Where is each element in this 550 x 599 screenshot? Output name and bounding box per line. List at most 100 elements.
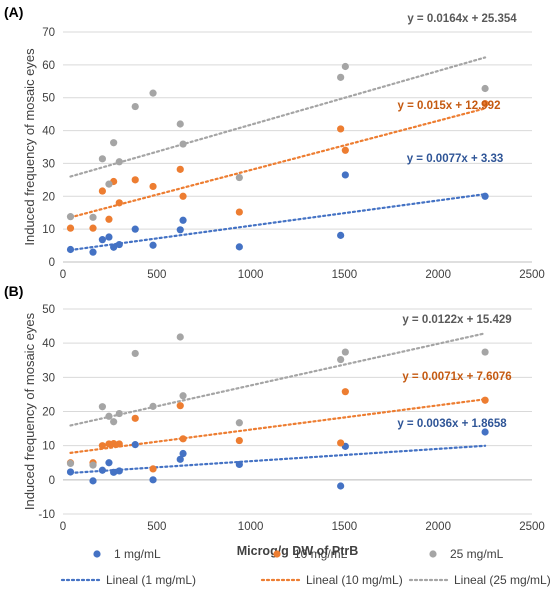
data-point [337,231,345,239]
trendline-equation: y = 0.0071x + 7.6076 [402,371,511,383]
y-tick-label: 20 [42,407,55,419]
data-point [66,468,75,476]
y-tick-label: 40 [42,338,55,350]
x-tick-label: 1000 [238,269,264,281]
y-tick-label: 10 [42,224,55,236]
data-point [105,180,113,188]
x-tick-label: 1000 [238,521,264,533]
data-point [149,89,157,97]
trendline [69,332,487,427]
y-tick-label: 70 [42,27,55,39]
y-tick-label: 40 [42,126,55,138]
data-point [235,243,243,251]
data-point [89,248,97,256]
x-tick-label: 2500 [519,269,545,281]
data-point [131,349,139,358]
y-tick-label: 50 [42,304,55,316]
y-tick-label: 50 [42,93,55,105]
trendline [69,193,487,252]
data-point [149,182,157,191]
data-point [131,102,139,111]
data-point [98,403,106,411]
data-point [105,215,113,223]
y-tick-label: -10 [38,509,55,521]
data-point [131,225,139,233]
x-tick-label: 500 [147,521,166,533]
data-point [176,402,184,410]
x-tick-label: 0 [60,521,66,533]
data-point [115,440,123,448]
y-tick-label: 60 [42,60,55,72]
trendline [69,56,487,178]
legend-label: 1 mg/mL [114,547,161,561]
data-point [235,460,243,469]
data-point [481,428,489,436]
data-point [115,467,123,475]
data-point [235,419,243,427]
data-point [481,348,489,356]
data-point [131,441,139,449]
data-point [110,418,118,426]
legend-marker [429,550,437,558]
data-point [341,348,349,356]
data-point [149,402,157,410]
x-tick-label: 1500 [332,521,358,533]
y-tick-label: 10 [42,441,55,453]
y-tick-label: 0 [49,475,55,487]
data-point [481,192,489,200]
trendline [69,444,487,475]
x-tick-label: 1500 [332,269,358,281]
data-point [337,125,345,133]
data-point [98,442,106,450]
data-point [179,435,187,443]
data-point [131,414,139,422]
data-point [105,459,113,467]
legend-label: 25 mg/mL [450,547,504,561]
data-point [149,241,157,249]
data-point [235,208,243,216]
trendline-equation: y = 0.0164x + 25.354 [407,13,517,25]
data-point [105,412,113,420]
data-point [149,476,157,484]
trendline-equation: y = 0.0122x + 15.429 [402,314,511,326]
data-point [481,84,489,93]
legend-marker [93,550,101,558]
y-axis-label: Induced frequency of mosaic eyes [22,312,37,510]
data-point [179,192,187,200]
x-tick-label: 500 [147,269,166,281]
x-tick-label: 2000 [425,269,451,281]
data-point [89,213,97,221]
y-axis-label: Induced frequency of mosaic eyes [22,48,37,246]
data-point [337,355,345,364]
trendline-equation: y = 0.0036x + 1.8658 [397,418,507,430]
legend-label: Lineal (25 mg/mL) [454,573,550,587]
data-point [66,459,75,468]
data-point [89,477,97,485]
data-point [179,216,187,224]
trendline [69,107,487,219]
data-point [341,146,349,154]
trendline [69,398,487,454]
data-point [341,62,349,71]
x-tick-label: 2500 [519,521,545,533]
data-point [98,155,106,163]
data-point [115,409,123,418]
data-point [66,213,75,221]
data-point [235,436,243,445]
data-point [110,243,118,251]
y-tick-label: 30 [42,158,55,170]
panel-label: (B) [4,283,23,299]
data-point [179,140,187,148]
data-point [149,465,157,473]
data-point [337,482,345,490]
data-point [98,236,106,244]
data-point [110,440,118,448]
y-tick-label: 0 [49,257,55,269]
data-point [179,392,187,400]
data-point [481,396,489,404]
x-tick-label: 2000 [425,521,451,533]
trendline-equation: y = 0.015x + 12.992 [398,100,501,112]
legend-label: 10 mg/mL [294,547,348,561]
data-point [89,461,97,469]
